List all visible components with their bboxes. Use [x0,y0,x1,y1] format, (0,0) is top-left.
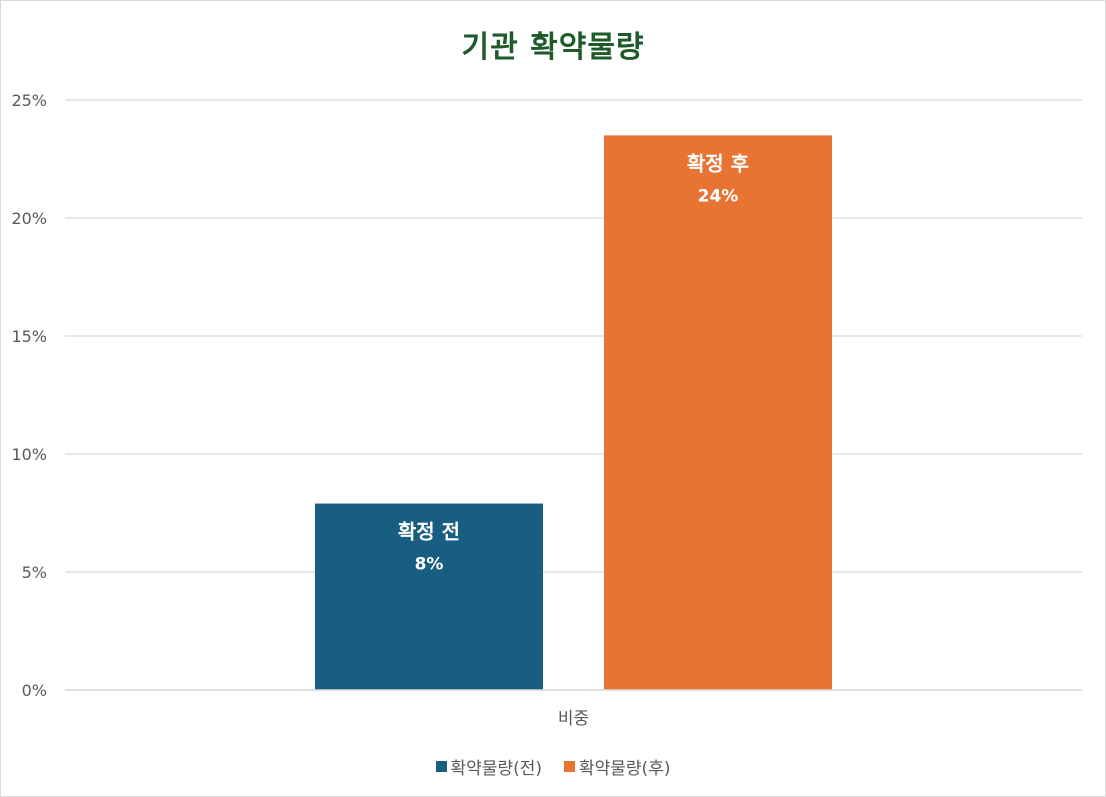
bar-after[interactable] [604,135,832,690]
y-tick-label: 20% [11,209,47,228]
legend-label-before: 확약물량(전) [450,759,542,779]
bar-before[interactable] [315,503,543,690]
y-tick-label: 25% [11,91,47,110]
y-axis-labels: 0% 5% 10% 15% 20% 25% [11,91,47,700]
chart-title: 기관 확약물량 [461,30,645,65]
data-label-value-after: 24% [698,186,739,206]
data-labels: 확정 전 8% 확정 후 24% [398,151,749,574]
data-label-name-before: 확정 전 [398,520,460,544]
legend-swatch-before [435,761,447,772]
y-tick-label: 0% [22,681,47,700]
legend-item-after[interactable]: 확약물량(후) [564,754,670,779]
legend-item-before[interactable]: 확약물량(전) [435,754,542,779]
data-label-name-after: 확정 후 [687,151,749,175]
y-tick-label: 5% [22,563,47,582]
legend-label-after: 확약물량(후) [579,759,671,779]
legend-swatch-after [564,761,575,772]
gridlines [65,99,1082,691]
data-label-value-before: 8% [415,555,444,575]
y-tick-label: 15% [11,327,47,346]
x-category-label: 비중 [558,709,589,729]
x-axis: 비중 [65,689,1082,729]
bars [315,135,832,690]
y-tick-label: 10% [11,445,47,464]
legend: 확약물량(전) 확약물량(후) [0,754,1106,779]
